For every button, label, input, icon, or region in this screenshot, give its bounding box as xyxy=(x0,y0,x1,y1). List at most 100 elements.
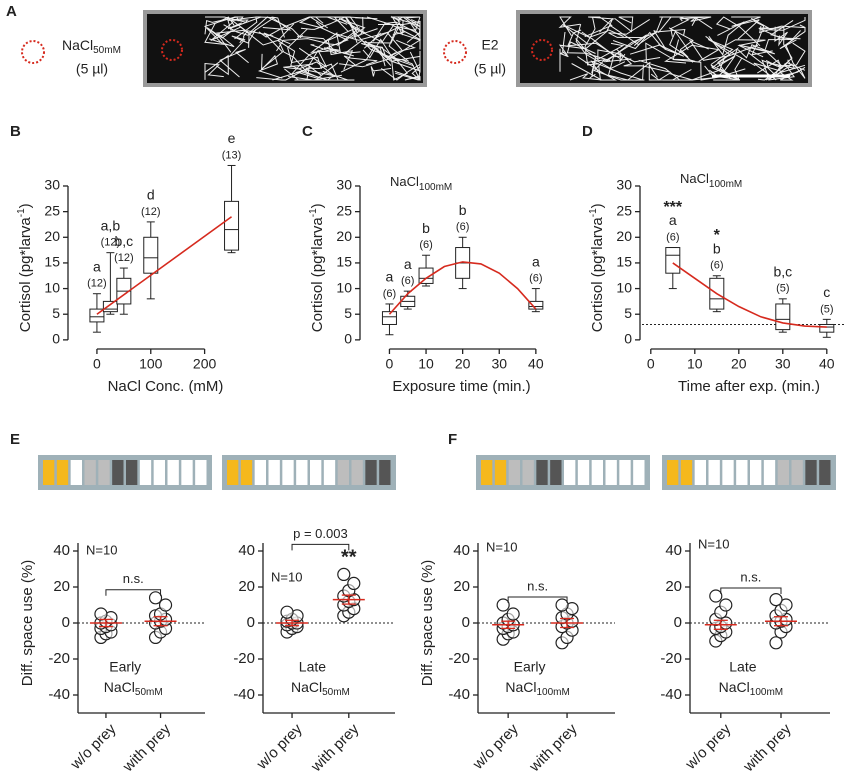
track xyxy=(343,40,386,67)
panel-label: A xyxy=(6,3,17,20)
group-letter: b,c xyxy=(773,264,792,280)
group-letter: e xyxy=(228,130,236,146)
arena-cell xyxy=(550,460,562,485)
n-label: (6) xyxy=(710,260,723,272)
y-axis-label: Cortisol (pg*larva-1) xyxy=(588,203,606,332)
arena-cell xyxy=(195,460,207,485)
track xyxy=(249,16,303,39)
condition-label: Late xyxy=(729,659,756,675)
track xyxy=(287,28,322,69)
y-tick-label: 10 xyxy=(44,279,60,295)
significance-bracket xyxy=(291,543,350,551)
arena-cell xyxy=(708,460,720,485)
y-tick-label: -40 xyxy=(48,686,70,703)
significance-label: n.s. xyxy=(740,569,761,584)
x-axis-label: Time after exp. (min.) xyxy=(678,378,820,395)
arena-cell xyxy=(337,460,349,485)
x-tick-label: 100 xyxy=(139,356,163,372)
data-point xyxy=(158,598,173,612)
x-tick-label: with prey xyxy=(307,720,363,776)
arena-cell xyxy=(633,460,645,485)
compound-label: E2 xyxy=(481,37,498,53)
x-tick-label: 0 xyxy=(93,356,101,372)
panel-label: C xyxy=(302,123,313,140)
x-tick-label: with prey xyxy=(119,720,175,776)
track xyxy=(648,63,692,81)
annotation-part: NaCl xyxy=(390,174,419,189)
y-axis-label-part: ) xyxy=(309,203,326,208)
track xyxy=(394,70,421,81)
y-tick-label: 0 xyxy=(52,331,60,347)
arena-cell xyxy=(43,460,55,485)
track xyxy=(390,16,421,27)
track xyxy=(288,70,348,81)
n-label: (12) xyxy=(101,237,121,249)
n-label: (6) xyxy=(666,231,679,243)
y-tick-label: -20 xyxy=(448,650,470,667)
track xyxy=(559,48,564,54)
significance-stars: ** xyxy=(341,547,357,569)
arena-cell xyxy=(181,460,193,485)
y-tick-label: 0 xyxy=(624,331,632,347)
track xyxy=(768,17,806,31)
arena-cell xyxy=(536,460,548,485)
x-tick-label: w/o prey xyxy=(682,720,735,773)
condition-label-part: 100mM xyxy=(536,687,569,698)
arena-cell xyxy=(508,460,520,485)
y-axis-label: Cortisol (pg*larva-1) xyxy=(16,203,34,332)
x-tick-label: w/o prey xyxy=(469,720,522,773)
track xyxy=(577,56,618,81)
y-axis-label: Diff. space use (%) xyxy=(419,560,436,686)
track xyxy=(575,38,625,60)
data-point xyxy=(779,598,793,612)
data-point xyxy=(148,591,163,605)
track xyxy=(759,25,806,34)
x-axis-label: NaCl Conc. (mM) xyxy=(108,378,224,395)
condition-label: NaCl100mM xyxy=(505,679,569,698)
track xyxy=(708,21,745,56)
fit-line xyxy=(96,216,233,315)
fit-line xyxy=(388,261,537,315)
arena-cell xyxy=(522,460,534,485)
data-point xyxy=(709,589,723,603)
track xyxy=(753,62,784,81)
panel-label: F xyxy=(448,431,457,448)
track xyxy=(392,51,421,73)
arena-cell xyxy=(591,460,603,485)
track xyxy=(720,39,766,58)
y-tick-label: -40 xyxy=(448,686,470,703)
condition-label-part: 50mM xyxy=(322,687,350,698)
group-letter: c xyxy=(823,284,830,300)
y-tick-label: -40 xyxy=(233,686,255,703)
arena-cell xyxy=(722,460,734,485)
track xyxy=(219,48,249,78)
track xyxy=(204,54,229,80)
y-tick-label: 25 xyxy=(616,202,632,218)
y-tick-label: 20 xyxy=(238,578,255,595)
n-label: (12) xyxy=(87,278,107,290)
track xyxy=(774,26,788,47)
track xyxy=(779,24,806,50)
n-label: N=10 xyxy=(698,536,729,551)
box xyxy=(819,323,835,333)
arena-cell xyxy=(763,460,776,485)
track xyxy=(751,20,773,56)
arena-cell xyxy=(84,460,96,485)
data-point xyxy=(347,576,361,591)
arena-cell xyxy=(619,460,631,485)
data-point xyxy=(719,598,733,612)
y-tick-label: 25 xyxy=(336,202,352,218)
n-label: (6) xyxy=(383,288,396,300)
volume-label: (5 µl) xyxy=(76,61,108,77)
track xyxy=(638,59,692,81)
arena-cell xyxy=(736,460,748,485)
y-tick-label: 5 xyxy=(52,305,60,321)
y-tick-label: 0 xyxy=(62,614,70,631)
group-letter: b xyxy=(459,202,467,218)
track xyxy=(562,24,615,63)
y-tick-label: 30 xyxy=(44,177,60,193)
track xyxy=(226,17,250,48)
x-tick-label: 10 xyxy=(687,356,703,372)
n-label: (6) xyxy=(401,275,414,287)
